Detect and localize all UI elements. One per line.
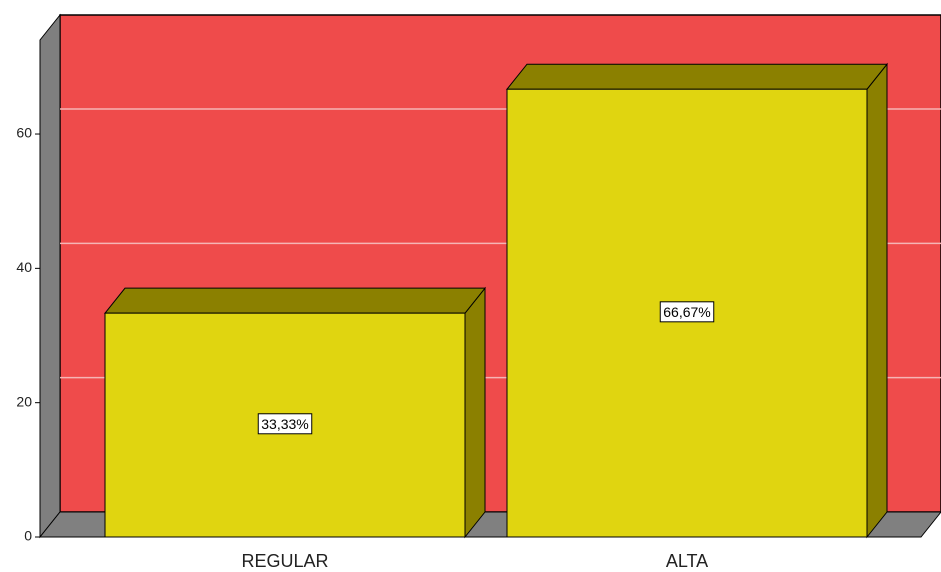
y-tick-label: 60 [16,125,32,141]
y-tick-label: 40 [16,259,32,275]
y-tick-label: 20 [16,393,32,409]
y-tick-label: 0 [24,528,32,544]
x-tick-label: ALTA [666,551,708,571]
side-wall [39,13,61,539]
value-label-box [257,413,313,435]
bar-top [103,287,487,314]
value-label: 66,67% [663,304,710,320]
bar-top [505,63,889,90]
bar-side [866,62,888,539]
bar-side [464,286,486,539]
value-label: 33,33% [261,416,308,432]
x-tick-label: REGULAR [241,551,328,571]
value-label-box [659,301,715,323]
